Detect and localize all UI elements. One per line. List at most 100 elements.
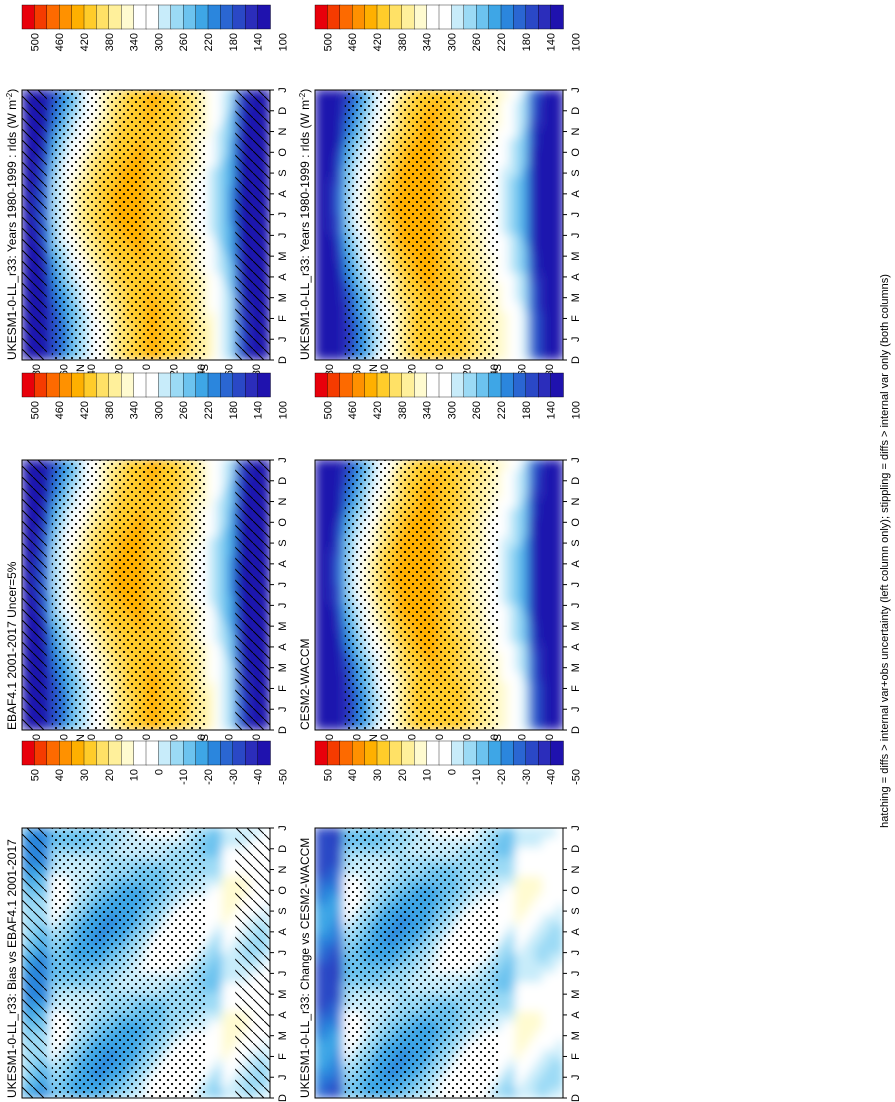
heatmap-cell <box>535 565 543 576</box>
heatmap-cell <box>228 517 237 528</box>
colorbar-swatch <box>133 372 147 398</box>
heatmap-cell <box>321 330 330 341</box>
heatmap-cell <box>521 272 530 283</box>
heatmap-cell <box>221 710 230 721</box>
heatmap-cell <box>535 584 543 595</box>
colorbar-swatch <box>96 372 110 398</box>
colorbar-label: 420 <box>372 33 384 51</box>
heatmap-cell <box>315 118 323 129</box>
heatmap-cell <box>535 700 543 711</box>
heatmap-cell <box>228 623 237 634</box>
heatmap-cell <box>321 700 330 711</box>
heatmap-cell <box>221 575 230 586</box>
heatmap-cell <box>542 642 550 653</box>
heatmap-cell <box>335 710 344 721</box>
heatmap-cell <box>228 594 237 605</box>
heatmap-cell <box>315 546 323 557</box>
heatmap-cell <box>315 623 323 634</box>
heatmap-cell <box>208 1087 216 1098</box>
hatch-overlay <box>235 90 270 360</box>
colorbar-label: 100 <box>277 401 289 419</box>
heatmap-cell <box>501 690 509 702</box>
heatmap-cell <box>542 671 550 682</box>
heatmap-cell <box>315 584 323 595</box>
heatmap-cell <box>521 243 530 254</box>
heatmap-cell <box>214 604 223 615</box>
heatmap-cell <box>528 584 537 595</box>
heatmap-cell <box>542 710 550 721</box>
heatmap-cell <box>221 1029 230 1041</box>
heatmap-cell <box>315 185 323 197</box>
heatmap-cell <box>208 1068 216 1079</box>
heatmap-cell <box>228 156 237 168</box>
heatmap-cell <box>556 565 563 576</box>
heatmap-cell <box>501 340 509 351</box>
heatmap-cell <box>521 536 530 547</box>
heatmap-cell <box>535 330 543 341</box>
heatmap-cell <box>514 710 523 721</box>
heatmap-cell <box>221 205 230 216</box>
heatmap-cell <box>556 546 563 557</box>
heatmap-cell <box>214 1039 223 1050</box>
heatmap-cell <box>549 565 557 576</box>
heatmap-cell <box>228 507 237 518</box>
colorbar-label: 100 <box>570 401 582 419</box>
heatmap-cell <box>315 340 323 351</box>
heatmap-cell <box>549 156 557 168</box>
heatmap-cell <box>221 700 230 711</box>
heatmap-cell <box>221 526 230 538</box>
heatmap-cell <box>507 205 516 216</box>
panel-title: UKESM1-0-LL_r33: Years 1980-1999 : rlds … <box>5 89 19 360</box>
heatmap-cell <box>228 671 237 682</box>
heatmap-cell <box>528 536 537 547</box>
heatmap-cell <box>535 262 543 274</box>
heatmap-cell <box>521 99 530 110</box>
heatmap-cell <box>321 546 330 557</box>
heatmap-cell <box>528 340 537 351</box>
heatmap-cell <box>528 652 537 663</box>
heatmap-cell <box>501 311 509 322</box>
heatmap-cell <box>535 478 543 489</box>
heatmap-cell <box>549 340 557 351</box>
heatmap-cell <box>228 710 237 721</box>
heatmap-cell <box>228 176 237 187</box>
heatmap-cell <box>507 661 516 673</box>
heatmap-cell <box>228 469 237 480</box>
heatmap-cell <box>514 623 523 634</box>
heatmap-cell <box>514 272 523 283</box>
heatmap-cell <box>521 166 530 177</box>
colorbar-swatch <box>339 372 353 398</box>
colorbar-swatch <box>438 4 453 30</box>
heatmap-cell <box>542 594 550 605</box>
heatmap-cell <box>228 291 237 303</box>
heatmap-cell <box>315 205 323 216</box>
heatmap-cell <box>521 488 530 499</box>
heatmap-cell <box>521 469 530 480</box>
heatmap-cell <box>528 488 537 499</box>
heatmap-cell <box>221 613 230 624</box>
heatmap-cell <box>535 282 543 293</box>
heatmap-cell <box>507 349 516 360</box>
heatmap-cell <box>501 99 509 110</box>
heatmap-cell <box>328 127 337 139</box>
heatmap-cell <box>335 291 344 303</box>
heatmap-cell <box>208 90 216 100</box>
heatmap-cell <box>208 253 216 264</box>
heatmap-cell <box>228 652 237 663</box>
heatmap-cell <box>321 555 330 567</box>
colorbar-swatch <box>158 4 172 30</box>
heatmap-cell <box>328 632 337 644</box>
colorbar-swatch <box>96 4 110 30</box>
heatmap-cell <box>221 185 230 197</box>
colorbar-label: 300 <box>446 33 458 51</box>
colorbar-swatch <box>108 4 122 30</box>
heatmap-cell <box>528 99 537 110</box>
heatmap-cell <box>321 243 330 254</box>
heatmap-cell <box>501 661 509 673</box>
heatmap-cell <box>208 330 216 341</box>
heatmap-cell <box>556 243 563 254</box>
colorbar-swatch <box>21 372 36 398</box>
heatmap-cell <box>507 632 516 644</box>
month-tick-label: M <box>570 663 582 672</box>
